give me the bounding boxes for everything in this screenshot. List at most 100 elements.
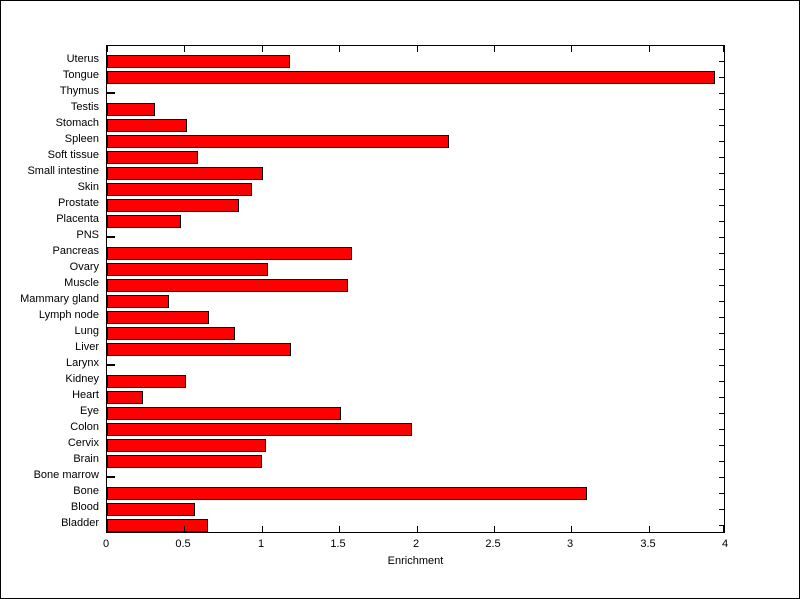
y-tick-label-spleen: Spleen [64,133,99,145]
y-tick-mark-right [719,429,724,430]
zero-bar-dash-larynx [107,364,115,366]
x-tick-mark-top [107,46,108,52]
y-tick-mark-right [719,269,724,270]
y-tick-mark-right [719,333,724,334]
bar-muscle [107,279,348,292]
bar-kidney [107,375,186,388]
bar-liver [107,343,291,356]
y-tick-label-liver: Liver [75,341,99,353]
x-tick-label: 3.5 [640,538,656,550]
y-tick-mark-right [719,461,724,462]
bar-skin [107,183,252,196]
bar-uterus [107,55,290,68]
y-tick-label-skin: Skin [77,181,99,193]
x-tick-mark-top [649,46,650,52]
zero-bar-dash-pns [107,236,115,238]
y-tick-label-muscle: Muscle [64,277,99,289]
bar-placenta [107,215,181,228]
x-tick-mark-bottom [571,526,572,532]
y-tick-label-lymph-node: Lymph node [38,309,99,321]
bar-tongue [107,71,715,84]
bar-testis [107,103,155,116]
y-tick-mark-right [719,525,724,526]
y-tick-mark-right [719,317,724,318]
y-tick-label-blood: Blood [70,501,99,513]
bar-lung [107,327,235,340]
x-tick-mark-top [184,46,185,52]
y-tick-label-pancreas: Pancreas [52,245,99,257]
y-tick-mark-right [719,141,724,142]
bar-soft-tissue [107,151,198,164]
y-tick-label-thymus: Thymus [59,85,99,97]
y-tick-mark-right [719,93,724,94]
zero-bar-dash-thymus [107,92,115,94]
plot-area [106,45,725,533]
x-tick-mark-top [494,46,495,52]
y-tick-label-mammary-gland: Mammary gland [20,293,99,305]
x-tick-mark-bottom [184,526,185,532]
y-tick-mark-right [719,285,724,286]
y-tick-mark-right [719,77,724,78]
bar-colon [107,423,412,436]
x-tick-mark-top [417,46,418,52]
bar-small-intestine [107,167,263,180]
x-tick-label: 3 [566,538,574,550]
x-tick-label: 2 [412,538,420,550]
y-tick-mark-right [719,157,724,158]
x-tick-mark-bottom [262,526,263,532]
bar-pancreas [107,247,352,260]
y-tick-label-eye: Eye [80,405,99,417]
y-tick-label-cervix: Cervix [67,437,99,449]
bar-blood [107,503,195,516]
y-tick-label-colon: Colon [70,421,99,433]
y-tick-mark-right [719,349,724,350]
x-tick-label: 1.5 [330,538,346,550]
x-tick-mark-bottom [417,526,418,532]
y-tick-mark-right [719,445,724,446]
y-tick-label-bone-marrow: Bone marrow [33,469,99,481]
x-tick-mark-bottom [649,526,650,532]
y-tick-mark-right [719,397,724,398]
bar-prostate [107,199,239,212]
bar-ovary [107,263,268,276]
x-tick-label: 1 [257,538,265,550]
y-tick-mark-right [719,173,724,174]
y-tick-label-kidney: Kidney [65,373,99,385]
y-tick-label-soft-tissue: Soft tissue [47,149,99,161]
y-tick-label-brain: Brain [73,453,99,465]
y-tick-mark-right [719,109,724,110]
bar-bladder [107,519,208,532]
y-tick-label-testis: Testis [70,101,99,113]
y-tick-label-ovary: Ovary [69,261,99,273]
x-tick-mark-bottom [107,526,108,532]
y-tick-label-bladder: Bladder [61,517,99,529]
y-tick-label-lung: Lung [74,325,99,337]
y-tick-mark-right [719,509,724,510]
y-tick-mark-right [719,237,724,238]
y-tick-mark-right [719,477,724,478]
y-tick-label-uterus: Uterus [66,53,99,65]
y-tick-mark-right [719,253,724,254]
y-tick-mark-right [719,125,724,126]
y-tick-label-placenta: Placenta [56,213,99,225]
y-tick-label-stomach: Stomach [55,117,99,129]
bar-heart [107,391,143,404]
x-tick-mark-top [723,46,724,52]
x-tick-mark-bottom [339,526,340,532]
zero-bar-dash-bone-marrow [107,476,115,478]
x-tick-mark-bottom [723,526,724,532]
bar-lymph-node [107,311,209,324]
x-tick-mark-bottom [494,526,495,532]
x-tick-label: 4 [721,538,729,550]
bar-brain [107,455,262,468]
y-tick-label-small-intestine: Small intestine [27,165,99,177]
x-tick-mark-top [571,46,572,52]
y-tick-label-heart: Heart [72,389,99,401]
y-tick-mark-right [719,493,724,494]
x-tick-label: 0.5 [175,538,191,550]
bar-eye [107,407,341,420]
y-tick-label-prostate: Prostate [58,197,99,209]
x-tick-label: 0 [102,538,110,550]
x-axis-title: Enrichment [387,555,444,567]
